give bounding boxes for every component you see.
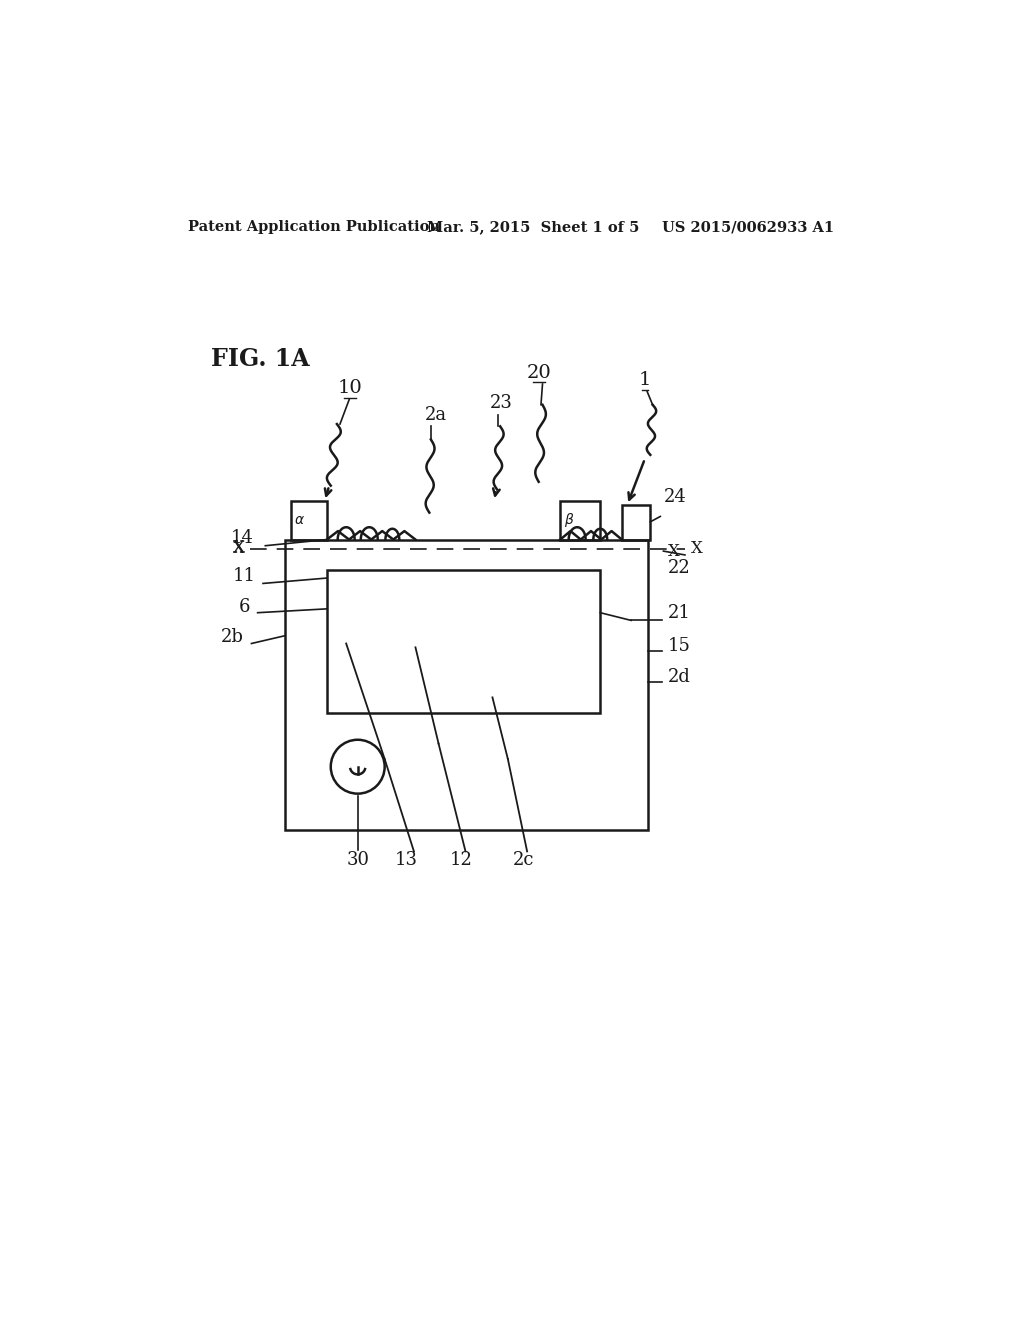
Text: 11: 11 xyxy=(232,566,255,585)
Text: X: X xyxy=(232,539,245,556)
Text: 1: 1 xyxy=(639,371,651,389)
Text: 20: 20 xyxy=(526,364,551,381)
Text: 13: 13 xyxy=(394,851,418,870)
Bar xyxy=(291,502,327,540)
Bar xyxy=(327,570,600,713)
Bar xyxy=(285,540,648,830)
Text: 6: 6 xyxy=(239,598,250,615)
Text: US 2015/0062933 A1: US 2015/0062933 A1 xyxy=(662,220,834,234)
Text: 22: 22 xyxy=(668,558,691,577)
Text: FIG. 1A: FIG. 1A xyxy=(211,347,310,371)
Text: 15: 15 xyxy=(668,636,691,655)
Bar xyxy=(560,502,600,540)
Text: 12: 12 xyxy=(451,851,473,870)
Text: 24: 24 xyxy=(665,488,687,507)
Text: 2a: 2a xyxy=(425,407,446,424)
Text: X: X xyxy=(232,540,245,557)
Text: $\beta$: $\beta$ xyxy=(564,511,574,529)
Text: X: X xyxy=(668,543,680,560)
Bar xyxy=(622,506,650,540)
Text: 21: 21 xyxy=(668,603,691,622)
Text: 2b: 2b xyxy=(221,628,244,647)
Text: 14: 14 xyxy=(230,529,254,546)
Text: 23: 23 xyxy=(490,395,513,412)
Text: 2d: 2d xyxy=(668,668,691,685)
Text: 2c: 2c xyxy=(512,851,534,870)
Text: X: X xyxy=(691,540,703,557)
Text: 10: 10 xyxy=(338,379,362,397)
Text: Mar. 5, 2015  Sheet 1 of 5: Mar. 5, 2015 Sheet 1 of 5 xyxy=(427,220,639,234)
Text: Patent Application Publication: Patent Application Publication xyxy=(188,220,440,234)
Text: $\alpha$: $\alpha$ xyxy=(294,513,305,527)
Text: 30: 30 xyxy=(346,851,370,870)
